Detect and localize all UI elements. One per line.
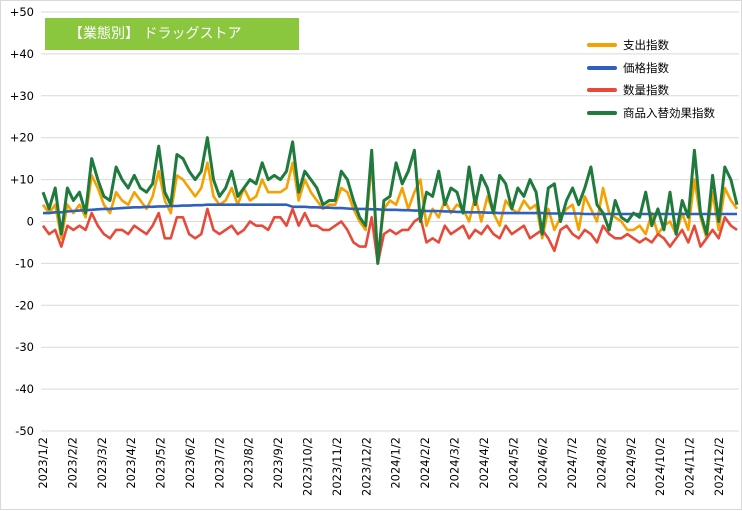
- x-tick-label: 2023/7/2: [212, 437, 226, 489]
- legend-label: 支出指数: [623, 38, 669, 53]
- legend-item-replacement: 商品入替効果指数: [587, 102, 715, 125]
- x-tick-label: 2023/5/2: [154, 437, 168, 489]
- x-tick-label: 2024/4/2: [477, 437, 491, 489]
- x-tick-label: 2023/9/2: [271, 437, 285, 489]
- y-tick-label: 0: [27, 215, 34, 229]
- legend-swatch: [587, 65, 617, 70]
- chart-title: 【業態別】 ドラッグストア: [45, 18, 299, 50]
- x-tick-label: 2024/8/2: [594, 437, 608, 489]
- y-tick-label: -40: [15, 382, 34, 396]
- x-tick-label: 2024/3/2: [447, 437, 461, 489]
- series-line-0: [41, 161, 739, 257]
- legend-label: 価格指数: [623, 60, 669, 75]
- legend-label: 数量指数: [623, 83, 669, 98]
- y-tick-label: -30: [15, 340, 34, 354]
- y-axis-ticks: +50 +40 +30 +20 +10 0 -10 -20 -30 -40 -50: [10, 5, 34, 438]
- x-tick-label: 2024/1/2: [389, 437, 403, 489]
- series-line-2: [41, 207, 738, 265]
- x-tick-label: 2023/4/2: [124, 437, 138, 489]
- legend-swatch: [587, 110, 617, 115]
- y-tick-label: +30: [10, 89, 34, 103]
- legend-item-spending: 支出指数: [587, 34, 715, 57]
- y-tick-label: -10: [15, 256, 34, 270]
- x-tick-label: 2023/2/2: [65, 437, 79, 489]
- y-tick-label: +20: [10, 131, 34, 145]
- legend-label: 商品入替効果指数: [623, 105, 715, 120]
- gridlines: [41, 11, 739, 432]
- legend: 支出指数 価格指数 数量指数 商品入替効果指数: [587, 34, 715, 124]
- y-tick-label: -20: [15, 298, 34, 312]
- x-tick-label: 2024/9/2: [624, 437, 638, 489]
- x-axis-ticks: 2023/1/2 2023/2/2 2023/3/2 2023/4/2 2023/5/2…: [36, 437, 726, 496]
- x-tick-label: 2024/5/2: [506, 437, 520, 489]
- x-tick-label: 2024/11/2: [683, 437, 697, 496]
- legend-item-price: 価格指数: [587, 57, 715, 80]
- x-tick-label: 2024/10/2: [653, 437, 667, 496]
- legend-item-quantity: 数量指数: [587, 79, 715, 102]
- legend-swatch: [587, 88, 617, 93]
- x-tick-label: 2024/2/2: [418, 437, 432, 489]
- y-tick-label: +10: [10, 173, 34, 187]
- x-tick-label: 2023/10/2: [301, 437, 315, 496]
- x-tick-label: 2024/6/2: [536, 437, 550, 489]
- series-lines: [41, 136, 739, 265]
- x-tick-label: 2023/12/2: [359, 437, 373, 496]
- x-tick-label: 2023/11/2: [330, 437, 344, 496]
- legend-swatch: [587, 43, 617, 48]
- x-tick-label: 2024/7/2: [565, 437, 579, 489]
- x-tick-label: 2023/8/2: [242, 437, 256, 489]
- y-tick-label: +40: [10, 47, 34, 61]
- x-tick-label: 2024/12/2: [712, 437, 726, 496]
- series-line-3: [41, 136, 739, 265]
- y-tick-label: -50: [15, 424, 34, 438]
- x-tick-label: 2023/3/2: [95, 437, 109, 489]
- x-tick-label: 2023/1/2: [36, 437, 50, 489]
- y-tick-label: +50: [10, 5, 34, 19]
- x-tick-label: 2023/6/2: [183, 437, 197, 489]
